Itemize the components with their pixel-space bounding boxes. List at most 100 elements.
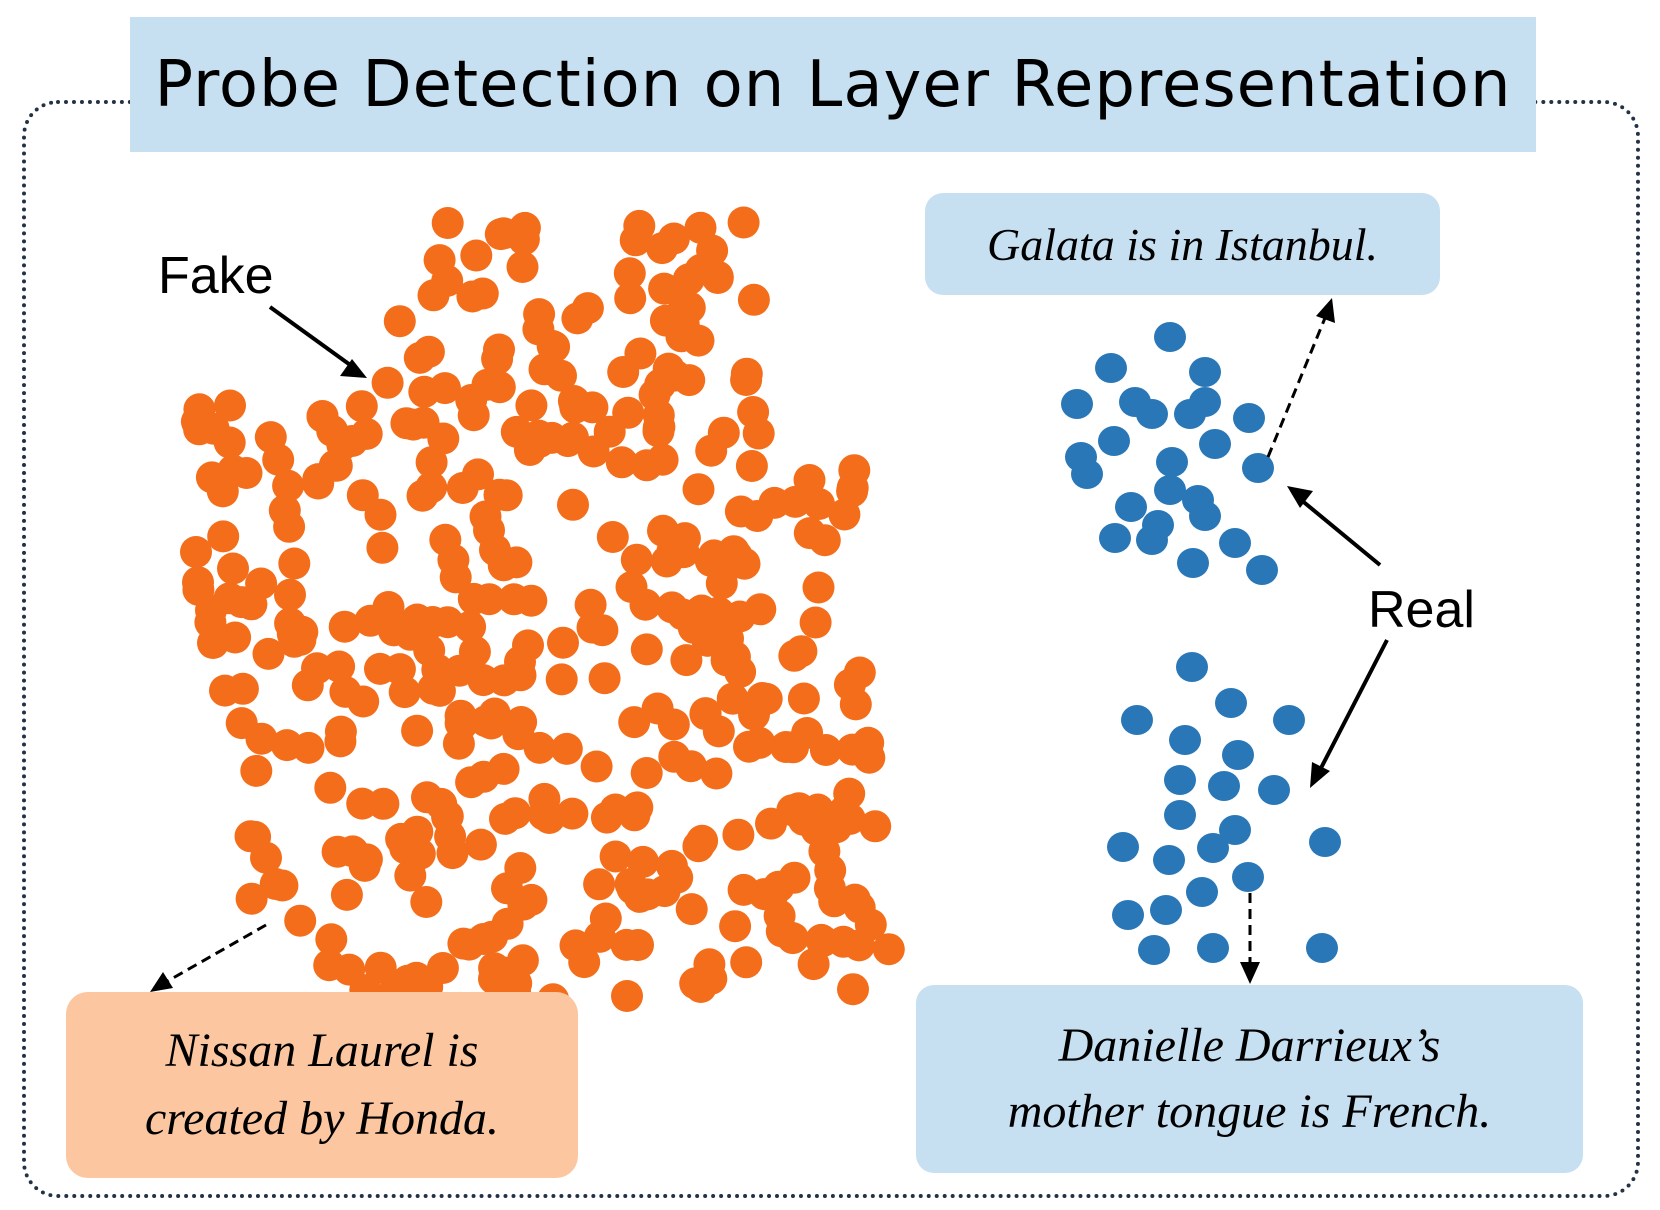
fake-point: [330, 878, 363, 911]
fake-point: [527, 798, 560, 831]
real-point: [1233, 403, 1265, 433]
fake-point: [622, 929, 654, 961]
fake-point: [763, 899, 796, 932]
real-point: [1098, 426, 1130, 456]
danielle-text-line1: Danielle Darrieux’s: [1058, 1019, 1441, 1072]
fake-point: [705, 567, 738, 600]
fake-label: Fake: [158, 247, 274, 305]
fake-point: [397, 408, 430, 441]
fake-point: [272, 469, 305, 502]
real-point: [1219, 528, 1251, 558]
fake-point: [724, 655, 757, 688]
fake-point: [836, 733, 869, 766]
real-point: [1246, 555, 1278, 585]
fake-point: [401, 714, 434, 747]
fake-point: [638, 378, 671, 411]
real-arrow-upper: [1298, 497, 1382, 567]
fake-point: [701, 262, 734, 294]
nissan-box: Nissan Laurel is created by Honda.: [66, 992, 578, 1178]
fake-point: [314, 771, 347, 804]
fake-point: [182, 573, 215, 606]
fake-point: [800, 813, 833, 846]
fake-point: [458, 635, 491, 668]
real-dashed-arrowhead-down: [1240, 962, 1260, 984]
fake-point: [479, 534, 511, 566]
fake-point: [561, 302, 594, 335]
fake-point: [245, 567, 278, 600]
fake-point: [799, 606, 832, 639]
fake-point: [447, 927, 480, 960]
real-arrowhead-upper: [1287, 486, 1313, 508]
fake-point: [454, 610, 487, 643]
fake-point: [802, 571, 835, 604]
fake-point: [455, 384, 488, 416]
galata-text: Galata is in Istanbul.: [986, 218, 1379, 270]
real-point: [1061, 389, 1093, 419]
fake-point: [642, 411, 675, 444]
real-point: [1242, 453, 1274, 483]
real-point: [1164, 765, 1196, 795]
nissan-text-line1: Nissan Laurel is: [165, 1024, 479, 1077]
real-point: [1095, 353, 1127, 383]
real-point: [1199, 429, 1231, 459]
fake-point: [499, 797, 532, 830]
fake-point: [624, 337, 657, 370]
fake-point: [515, 883, 548, 916]
fake-point: [797, 948, 830, 981]
fake-point: [291, 669, 324, 702]
title-bar: Probe Detection on Layer Representation: [130, 17, 1536, 152]
real-point: [1156, 447, 1188, 477]
fake-point: [618, 706, 651, 739]
real-dashed-arrow-up: [1266, 317, 1327, 458]
fake-point: [515, 389, 548, 422]
fake-point: [742, 417, 775, 450]
fake-point: [551, 425, 584, 458]
real-point: [1208, 771, 1240, 801]
real-point: [1177, 548, 1209, 578]
real-point: [1136, 525, 1168, 555]
fake-point: [278, 547, 311, 580]
fake-point: [484, 218, 517, 251]
fake-point: [462, 458, 494, 491]
fake-point: [556, 797, 589, 830]
fake-point: [213, 582, 246, 615]
real-point: [1273, 705, 1305, 735]
fake-point: [758, 486, 791, 519]
fake-point: [383, 305, 416, 338]
fake-point: [836, 471, 869, 504]
fake-dashed-arrowhead: [150, 972, 173, 992]
fake-point: [813, 872, 846, 905]
fake-point: [497, 964, 530, 997]
fake-point: [599, 840, 632, 873]
fake-point: [576, 391, 609, 424]
fake-point: [345, 390, 378, 423]
fake-dashed-arrow: [165, 923, 267, 984]
fake-point: [286, 615, 319, 648]
fake-point: [364, 652, 396, 685]
fake-point: [545, 663, 578, 696]
fake-point: [324, 715, 357, 748]
fake-point: [209, 674, 241, 707]
fake-point: [646, 443, 679, 476]
fake-point: [576, 611, 609, 644]
fake-point: [630, 757, 663, 789]
fake-point: [214, 389, 246, 422]
fake-point: [614, 282, 647, 315]
fake-point: [568, 946, 601, 979]
fake-point: [429, 372, 461, 405]
fake-point: [207, 520, 240, 553]
real-point: [1115, 492, 1147, 522]
fake-point: [574, 588, 607, 621]
fake-point: [457, 582, 490, 615]
fake-point: [755, 807, 787, 840]
fake-point: [613, 257, 646, 290]
fake-point: [506, 251, 539, 283]
fake-point: [547, 626, 579, 659]
fake-point: [619, 224, 652, 257]
fake-point: [270, 729, 303, 762]
fake-point: [833, 777, 866, 810]
fake-point: [686, 824, 719, 857]
fake-point: [423, 674, 456, 707]
